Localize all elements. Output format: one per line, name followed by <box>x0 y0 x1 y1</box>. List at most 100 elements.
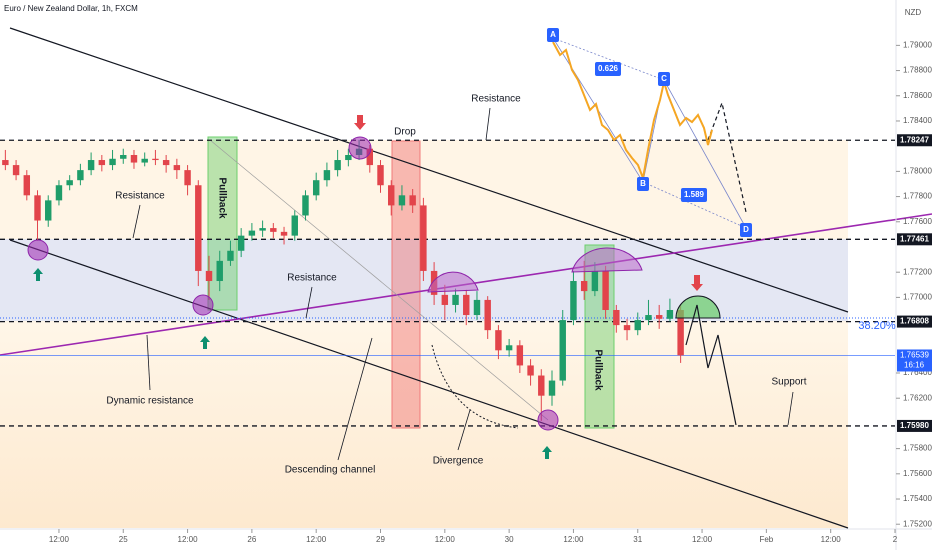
x-tick-label: 12:00 <box>49 535 70 544</box>
level-label: 1.76808 <box>900 317 929 326</box>
candle-body <box>248 230 256 236</box>
candle-body <box>173 165 181 171</box>
annotation: Drop <box>394 127 416 138</box>
level-label: 1.78247 <box>900 135 929 144</box>
x-tick-label: 12:00 <box>563 535 584 544</box>
candle-body <box>409 195 416 206</box>
arrow <box>33 268 43 281</box>
annotation: Resistance <box>115 191 165 202</box>
y-tick-label: 1.75800 <box>903 444 932 453</box>
x-tick-label: 12:00 <box>435 535 456 544</box>
candle-body <box>420 205 427 271</box>
annotation: Descending channel <box>285 465 376 476</box>
pattern-labels: A B C D 0.626 1.589 <box>547 28 752 237</box>
pointer <box>305 286 313 319</box>
level-label-bg <box>897 315 932 328</box>
pullback-box <box>207 136 238 311</box>
annotation: Pullback <box>592 349 603 391</box>
candle-body <box>216 260 223 282</box>
arc <box>427 271 479 293</box>
candle-body <box>505 345 513 351</box>
y-tick-label: 1.78400 <box>903 116 932 125</box>
divergence-arc <box>431 344 519 429</box>
candle-body <box>645 315 652 321</box>
pattern-point: B <box>640 179 646 188</box>
y-tick-label: 1.76200 <box>903 393 932 402</box>
x-tick-label: 29 <box>376 535 385 544</box>
candle-body <box>538 375 545 396</box>
candle-body <box>602 270 609 310</box>
pattern-point: D <box>743 225 749 234</box>
candle-body <box>45 200 52 221</box>
circle <box>348 136 372 160</box>
candle-body <box>334 160 341 171</box>
candle-body <box>613 309 620 326</box>
annotation: Divergence <box>433 456 484 467</box>
projection <box>707 100 747 213</box>
x-tick-label: 12:00 <box>692 535 713 544</box>
annotation: Resistance <box>471 94 521 105</box>
pattern-ratio: 1.589 <box>684 190 705 199</box>
x-tick-label: Feb <box>759 535 773 544</box>
candle-body <box>398 195 406 206</box>
pattern-point: C <box>661 74 667 83</box>
x-tick-label: 30 <box>505 535 514 544</box>
candle-body <box>270 228 277 232</box>
candle-body <box>2 160 9 166</box>
candle-body <box>66 180 73 186</box>
candle-body <box>452 294 459 305</box>
y-tick-label: 1.78800 <box>903 66 932 75</box>
y-tick-label: 1.75400 <box>903 494 932 503</box>
candle-body <box>388 185 395 206</box>
channel-upper <box>9 27 849 313</box>
fib-label: 38.20% <box>858 320 896 332</box>
diagonal-line <box>209 139 549 421</box>
circle <box>27 239 49 261</box>
pointer <box>457 409 471 451</box>
candle-body <box>55 185 63 201</box>
candle-body <box>484 299 491 331</box>
pointers <box>132 107 794 461</box>
x-tick-label: 25 <box>119 535 128 544</box>
label-bg <box>637 177 649 191</box>
pointer <box>146 334 151 391</box>
y-tick-label: 1.78600 <box>903 91 932 100</box>
candle-body <box>312 180 320 196</box>
candle-body <box>130 154 138 163</box>
level-label-bg <box>897 233 932 246</box>
label-bg <box>658 72 670 86</box>
pointer <box>787 391 794 426</box>
candle-body <box>441 294 449 305</box>
x-tick-label: 26 <box>247 535 256 544</box>
candle-body <box>12 165 20 176</box>
circle <box>537 409 559 431</box>
candle-body <box>291 215 298 236</box>
pointer <box>132 204 141 239</box>
harmonic-ratio <box>642 181 747 229</box>
x-tick-label: 2 <box>893 535 898 544</box>
candle-body <box>152 158 159 161</box>
label-bg <box>740 223 752 237</box>
label-bg <box>547 28 559 42</box>
x-tick-label: 12:00 <box>821 535 842 544</box>
arrow <box>200 336 210 349</box>
candle-body <box>205 270 213 282</box>
pointer <box>485 107 491 141</box>
circle <box>192 294 214 316</box>
down-arrows <box>354 115 703 291</box>
harmonic-price <box>552 41 713 182</box>
y-tick-label: 1.75600 <box>903 469 932 478</box>
y-tick-label: 1.77000 <box>903 293 932 302</box>
arc <box>675 295 721 319</box>
candle-body <box>655 315 663 319</box>
annotation: Dynamic resistance <box>106 396 194 407</box>
y-tick-label: 1.76400 <box>903 368 932 377</box>
y-tick-label: 1.75200 <box>903 519 932 528</box>
candle-body <box>302 195 309 216</box>
projection <box>685 304 737 426</box>
x-tick-label: 12:00 <box>178 535 199 544</box>
candle-body <box>120 154 127 159</box>
y-tick-label: 1.77600 <box>903 217 932 226</box>
candle-body <box>87 160 95 171</box>
